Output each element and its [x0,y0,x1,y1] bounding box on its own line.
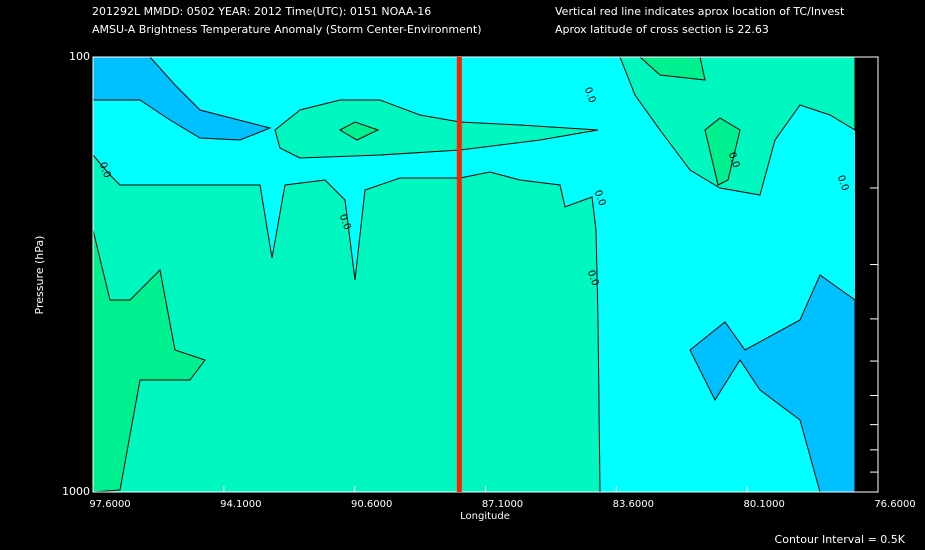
contour-label: 0.0 [582,86,598,105]
x-tick-label: 83.6000 [613,499,654,510]
contour-region [92,56,272,141]
header: AMSU-A Brightness Temperature Anomaly (S… [92,23,482,36]
x-tick-label: 90.6000 [351,499,392,510]
x-tick-label: 87.1000 [482,499,523,510]
contour-region [274,99,599,159]
contour-region [92,153,601,493]
contour-label: 0.0 [585,269,601,288]
contour-region [338,121,380,141]
header: 201292L MMDD: 0502 YEAR: 2012 Time(UTC):… [92,5,431,18]
contour-field [92,56,856,493]
x-axis-label: Longitude [460,511,510,522]
y-axis-label: Pressure (hPa) [33,236,46,315]
contour-label: 0.0 [835,174,851,193]
contour-label: 0.0 [592,189,608,208]
x-tick-label: 97.6000 [89,499,130,510]
footer: Contour Interval = 0.5K [775,533,906,546]
header: Vertical red line indicates aprox locati… [555,5,845,18]
contour-label: 0.0 [726,151,742,170]
contour-region [619,56,856,196]
contour-region [92,229,206,493]
x-tick-label: 80.1000 [743,499,784,510]
y-tick-label: 1000 [62,485,90,498]
contour-label: 0.0 [337,213,353,232]
contour-label: 0.0 [97,161,113,180]
y-tick-label: 100 [69,50,90,63]
header: Aprox latitude of cross section is 22.63 [555,23,769,36]
contour-region [704,117,741,186]
x-tick-label: 76.6000 [874,499,915,510]
x-tick-label: 94.1000 [220,499,261,510]
